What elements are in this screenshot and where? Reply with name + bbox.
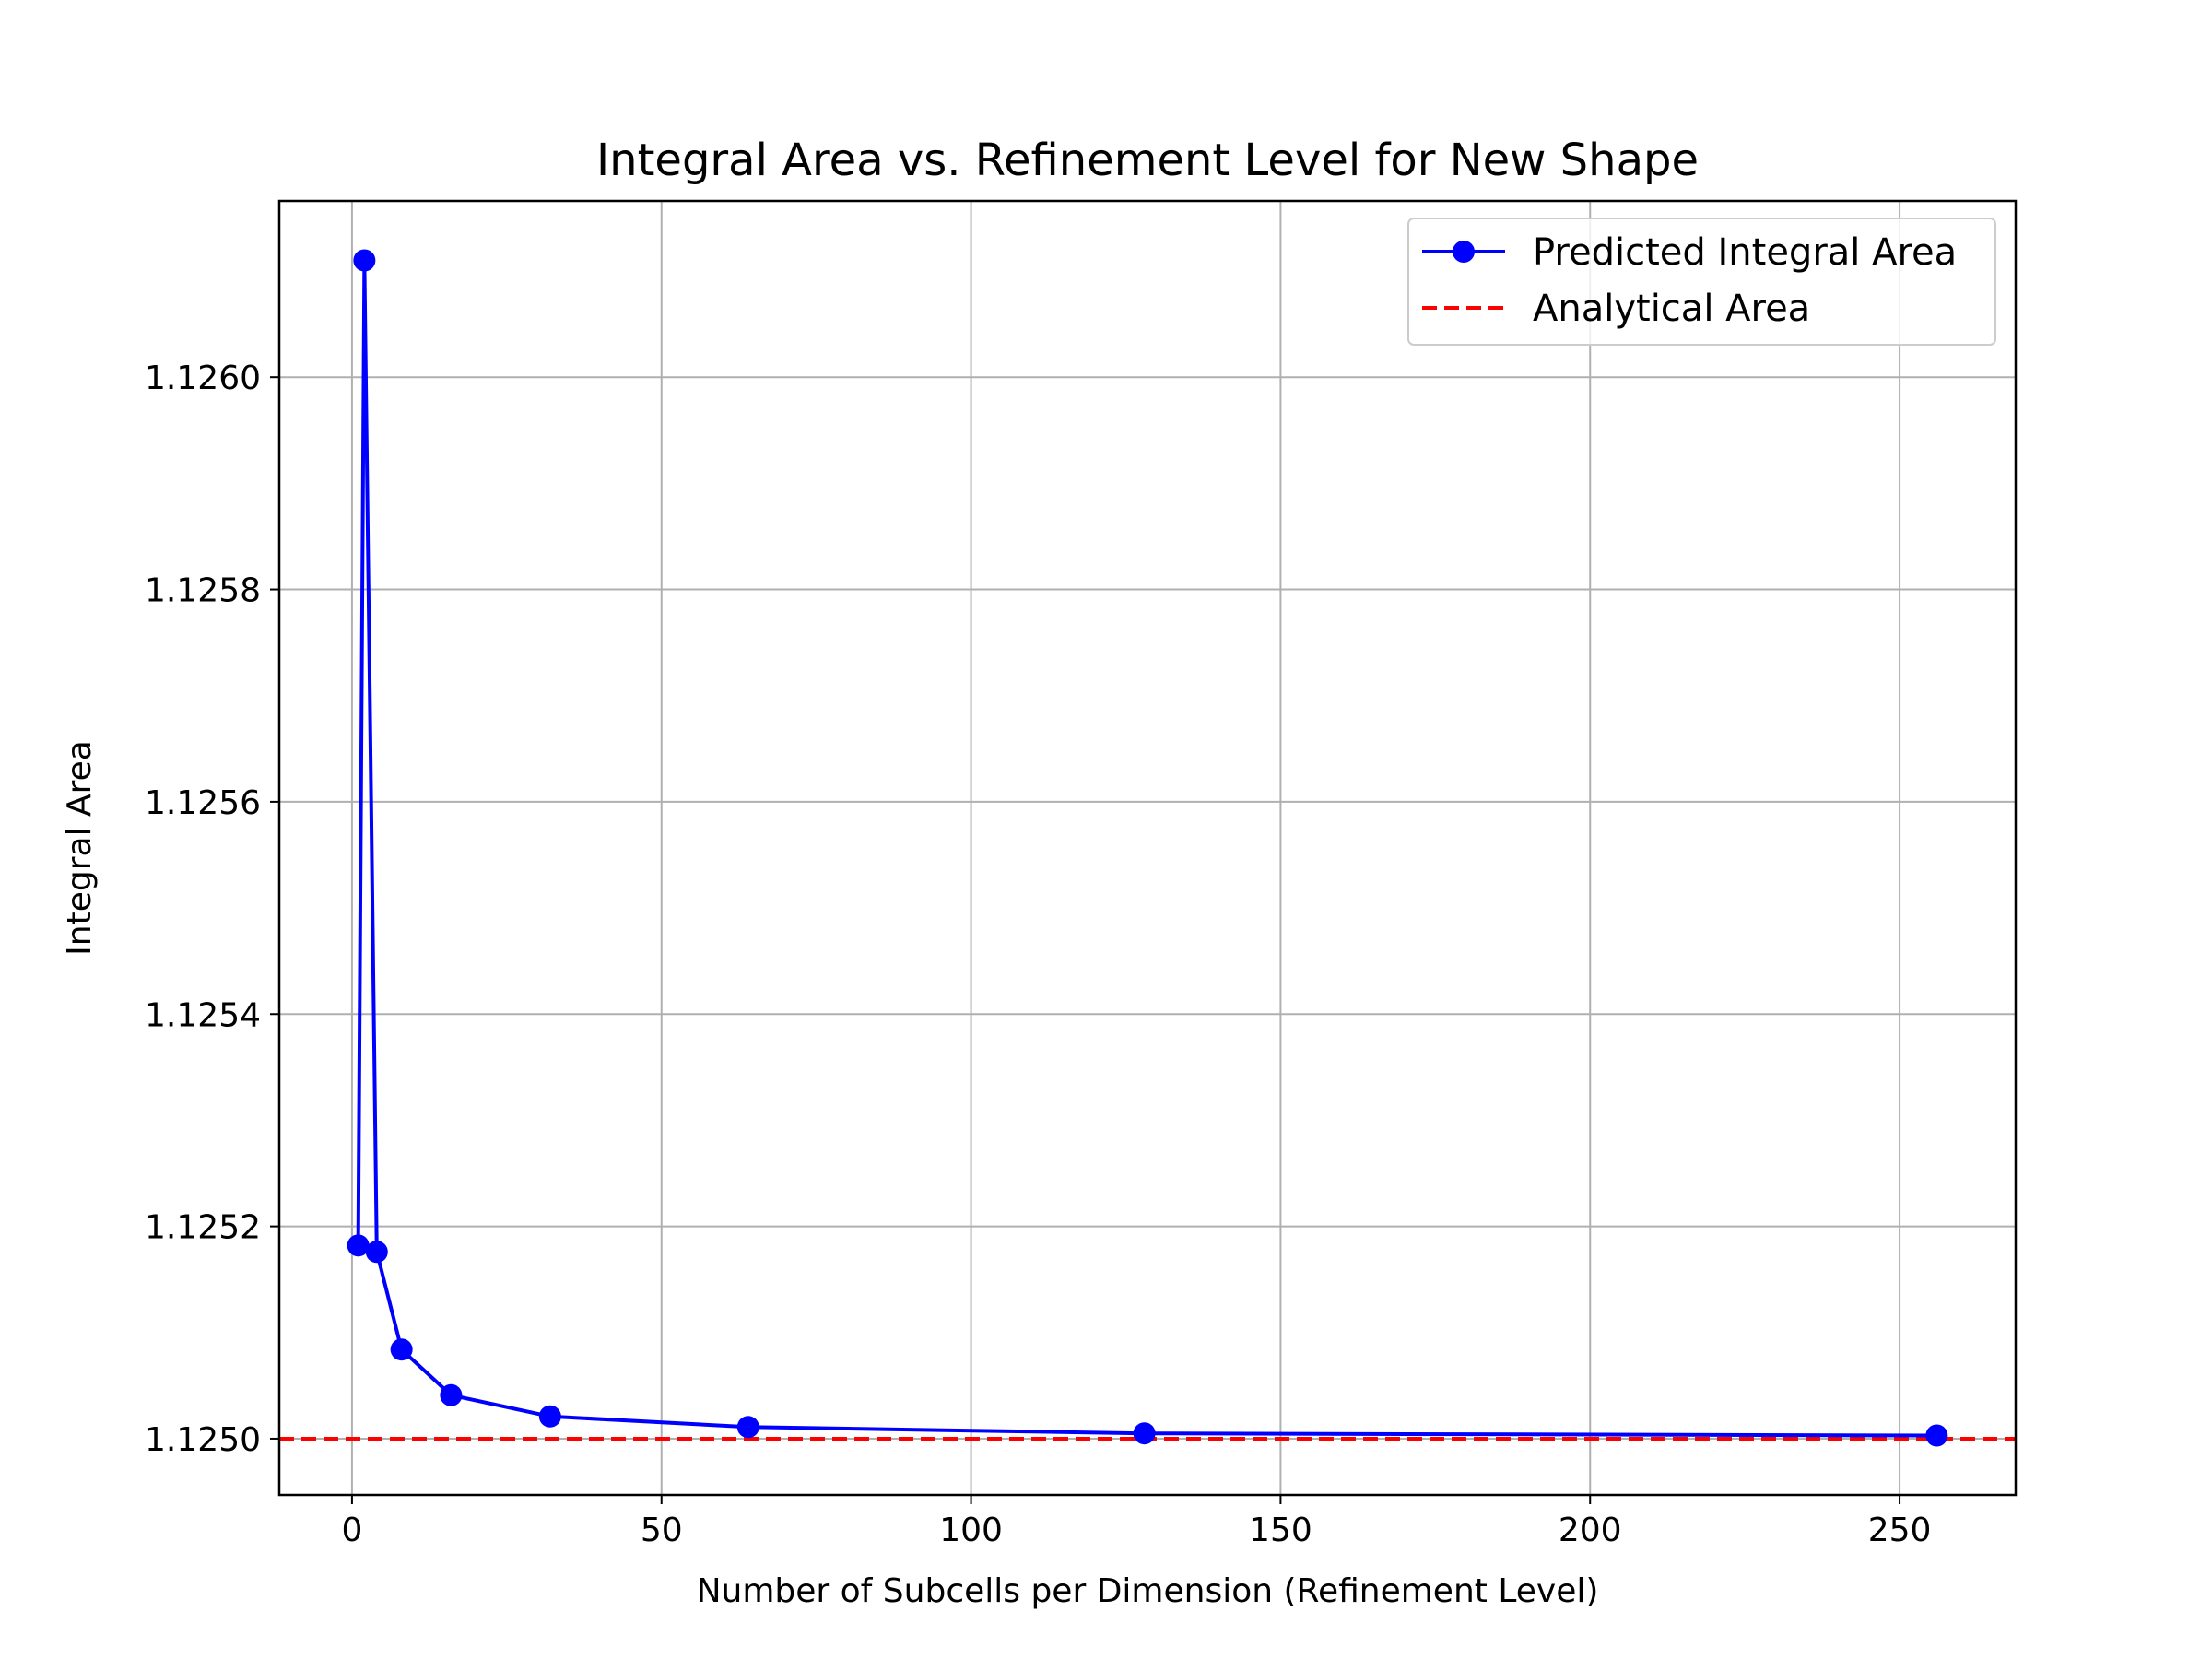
x-tick-label: 100: [939, 1512, 1003, 1549]
predicted-area-point: [1925, 1424, 1948, 1447]
x-tick-label: 0: [341, 1512, 362, 1549]
y-tick-label: 1.1258: [145, 572, 261, 610]
predicted-area-point: [440, 1383, 463, 1406]
predicted-area-point: [353, 249, 376, 272]
y-tick-label: 1.1254: [145, 996, 261, 1034]
y-axis-label: Integral Area: [61, 740, 99, 956]
x-axis-ticks: 0 50 100 150 200 250: [341, 1495, 1931, 1549]
legend-box: [1407, 218, 1996, 346]
y-tick-label: 1.1256: [145, 784, 261, 822]
predicted-area-point: [390, 1338, 413, 1361]
x-axis-label: Number of Subcells per Dimension (Refine…: [697, 1572, 1599, 1610]
y-tick-label: 1.1260: [145, 359, 261, 397]
legend: Predicted Integral Area Analytical Area: [1407, 218, 1996, 346]
predicted-area-point: [538, 1405, 561, 1428]
y-tick-label: 1.1252: [145, 1209, 261, 1247]
x-tick-label: 200: [1559, 1512, 1622, 1549]
predicted-area-point: [365, 1241, 388, 1264]
y-axis-ticks: 1.1250 1.1252 1.1254 1.1256 1.1258 1.1260: [145, 359, 279, 1459]
grid: [279, 201, 2016, 1495]
predicted-area-point: [1133, 1422, 1156, 1445]
legend-label-analytical: Analytical Area: [1533, 288, 1810, 330]
predicted-area-point: [347, 1234, 370, 1257]
legend-label-predicted: Predicted Integral Area: [1533, 231, 1957, 274]
legend-marker-predicted: [1453, 241, 1475, 263]
x-tick-label: 50: [641, 1512, 683, 1549]
plot-frame: [277, 199, 2018, 1497]
predicted-area-point: [736, 1416, 759, 1439]
x-tick-label: 150: [1249, 1512, 1312, 1549]
chart-title: Integral Area vs. Refinement Level for N…: [596, 135, 1699, 186]
y-tick-label: 1.1250: [145, 1421, 261, 1459]
x-tick-label: 250: [1868, 1512, 1932, 1549]
series-layer: [279, 249, 2016, 1447]
